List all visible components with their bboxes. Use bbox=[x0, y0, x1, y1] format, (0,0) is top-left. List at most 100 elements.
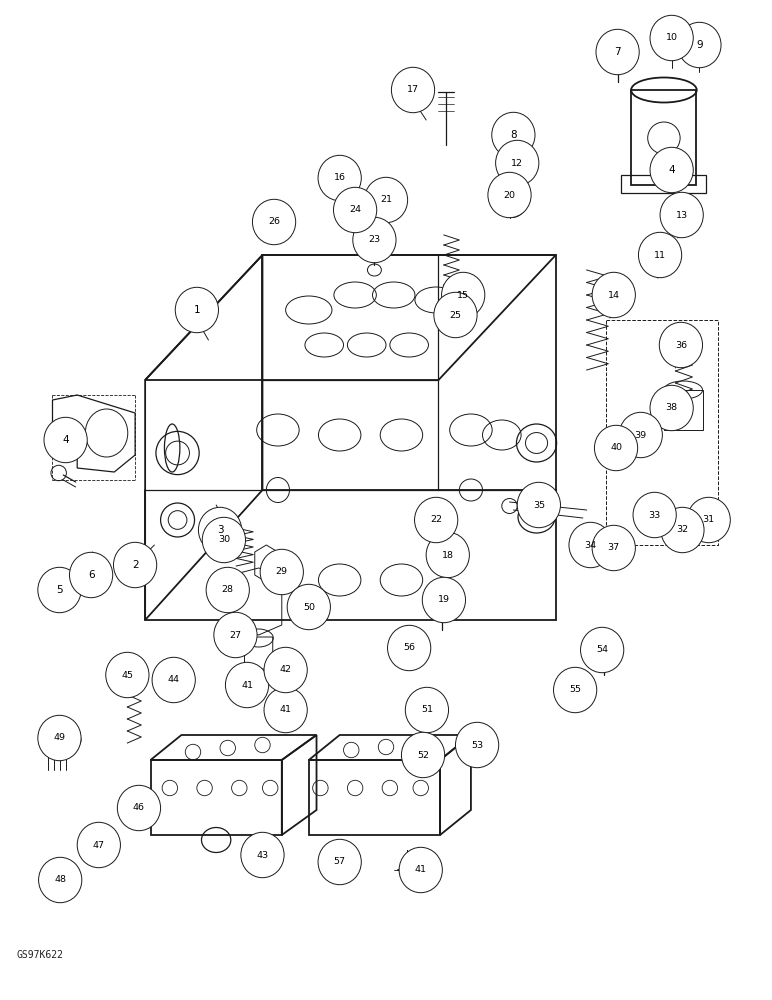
Ellipse shape bbox=[661, 507, 704, 553]
Text: 31: 31 bbox=[703, 516, 715, 524]
Ellipse shape bbox=[38, 567, 81, 613]
Ellipse shape bbox=[455, 722, 499, 768]
Text: 15: 15 bbox=[457, 290, 469, 300]
Ellipse shape bbox=[353, 217, 396, 263]
Text: 21: 21 bbox=[380, 196, 392, 205]
Ellipse shape bbox=[422, 577, 466, 623]
Ellipse shape bbox=[334, 187, 377, 233]
Ellipse shape bbox=[592, 272, 635, 318]
Ellipse shape bbox=[401, 732, 445, 778]
Ellipse shape bbox=[633, 492, 676, 538]
Text: 19: 19 bbox=[438, 595, 450, 604]
Text: 24: 24 bbox=[349, 206, 361, 215]
Text: 28: 28 bbox=[222, 585, 234, 594]
Ellipse shape bbox=[241, 832, 284, 878]
Text: 57: 57 bbox=[334, 857, 346, 866]
Text: 18: 18 bbox=[442, 550, 454, 560]
Text: 48: 48 bbox=[54, 876, 66, 884]
Text: 45: 45 bbox=[121, 670, 134, 680]
Text: 6: 6 bbox=[88, 570, 94, 580]
Ellipse shape bbox=[650, 147, 693, 193]
Ellipse shape bbox=[77, 822, 120, 868]
Text: 23: 23 bbox=[368, 235, 381, 244]
Ellipse shape bbox=[388, 625, 431, 671]
Text: 2: 2 bbox=[132, 560, 138, 570]
Text: 36: 36 bbox=[675, 340, 687, 350]
Ellipse shape bbox=[264, 647, 307, 693]
Ellipse shape bbox=[69, 552, 113, 598]
Text: 43: 43 bbox=[256, 850, 269, 859]
Text: 13: 13 bbox=[676, 211, 688, 220]
Text: 41: 41 bbox=[415, 865, 427, 874]
Text: 37: 37 bbox=[608, 544, 620, 552]
Ellipse shape bbox=[175, 287, 218, 333]
Text: 11: 11 bbox=[654, 250, 666, 259]
Ellipse shape bbox=[405, 687, 449, 733]
Ellipse shape bbox=[364, 177, 408, 223]
Text: 4: 4 bbox=[669, 165, 675, 175]
Text: 25: 25 bbox=[449, 310, 462, 320]
Ellipse shape bbox=[399, 847, 442, 893]
Ellipse shape bbox=[569, 522, 612, 568]
Ellipse shape bbox=[488, 172, 531, 218]
Ellipse shape bbox=[492, 112, 535, 158]
Text: 49: 49 bbox=[53, 734, 66, 742]
Ellipse shape bbox=[44, 417, 87, 463]
Text: 10: 10 bbox=[665, 33, 678, 42]
Ellipse shape bbox=[391, 67, 435, 113]
Ellipse shape bbox=[592, 525, 635, 571]
Text: L: L bbox=[406, 850, 412, 860]
Ellipse shape bbox=[318, 839, 361, 885]
Text: 30: 30 bbox=[218, 536, 230, 544]
Ellipse shape bbox=[638, 232, 682, 278]
Text: 4: 4 bbox=[63, 435, 69, 445]
Text: 33: 33 bbox=[648, 510, 661, 520]
Ellipse shape bbox=[260, 549, 303, 595]
Ellipse shape bbox=[442, 272, 485, 318]
Text: 29: 29 bbox=[276, 568, 288, 576]
Ellipse shape bbox=[554, 667, 597, 713]
Ellipse shape bbox=[415, 497, 458, 543]
Ellipse shape bbox=[287, 584, 330, 630]
Ellipse shape bbox=[660, 192, 703, 238]
Text: 9: 9 bbox=[696, 40, 703, 50]
Text: GS97K622: GS97K622 bbox=[17, 950, 64, 960]
Text: 44: 44 bbox=[168, 676, 180, 684]
Ellipse shape bbox=[594, 425, 638, 471]
Text: 38: 38 bbox=[665, 403, 678, 412]
Text: 17: 17 bbox=[407, 86, 419, 95]
Ellipse shape bbox=[434, 292, 477, 338]
Ellipse shape bbox=[198, 507, 242, 553]
Text: 14: 14 bbox=[608, 290, 620, 300]
Text: 46: 46 bbox=[133, 804, 145, 812]
Text: 53: 53 bbox=[471, 740, 483, 750]
Ellipse shape bbox=[264, 687, 307, 733]
Text: 35: 35 bbox=[533, 500, 545, 510]
Ellipse shape bbox=[206, 567, 249, 613]
Text: 52: 52 bbox=[417, 750, 429, 760]
Text: 5: 5 bbox=[56, 585, 63, 595]
Ellipse shape bbox=[581, 627, 624, 673]
Ellipse shape bbox=[596, 29, 639, 75]
Text: 39: 39 bbox=[635, 430, 647, 440]
Text: 54: 54 bbox=[596, 646, 608, 654]
Ellipse shape bbox=[650, 15, 693, 61]
Text: 7: 7 bbox=[615, 47, 621, 57]
Ellipse shape bbox=[152, 657, 195, 703]
Ellipse shape bbox=[678, 22, 721, 68]
Ellipse shape bbox=[106, 652, 149, 698]
Text: 42: 42 bbox=[279, 666, 292, 674]
Text: 51: 51 bbox=[421, 706, 433, 714]
Text: 8: 8 bbox=[510, 130, 516, 140]
Ellipse shape bbox=[214, 612, 257, 658]
Text: 40: 40 bbox=[610, 444, 622, 452]
Ellipse shape bbox=[252, 199, 296, 245]
Text: 22: 22 bbox=[430, 516, 442, 524]
Text: 1: 1 bbox=[194, 305, 200, 315]
Ellipse shape bbox=[202, 517, 245, 563]
Ellipse shape bbox=[517, 482, 560, 528]
Ellipse shape bbox=[659, 322, 703, 368]
Ellipse shape bbox=[496, 140, 539, 186]
Ellipse shape bbox=[225, 662, 269, 708]
Text: 56: 56 bbox=[403, 644, 415, 652]
